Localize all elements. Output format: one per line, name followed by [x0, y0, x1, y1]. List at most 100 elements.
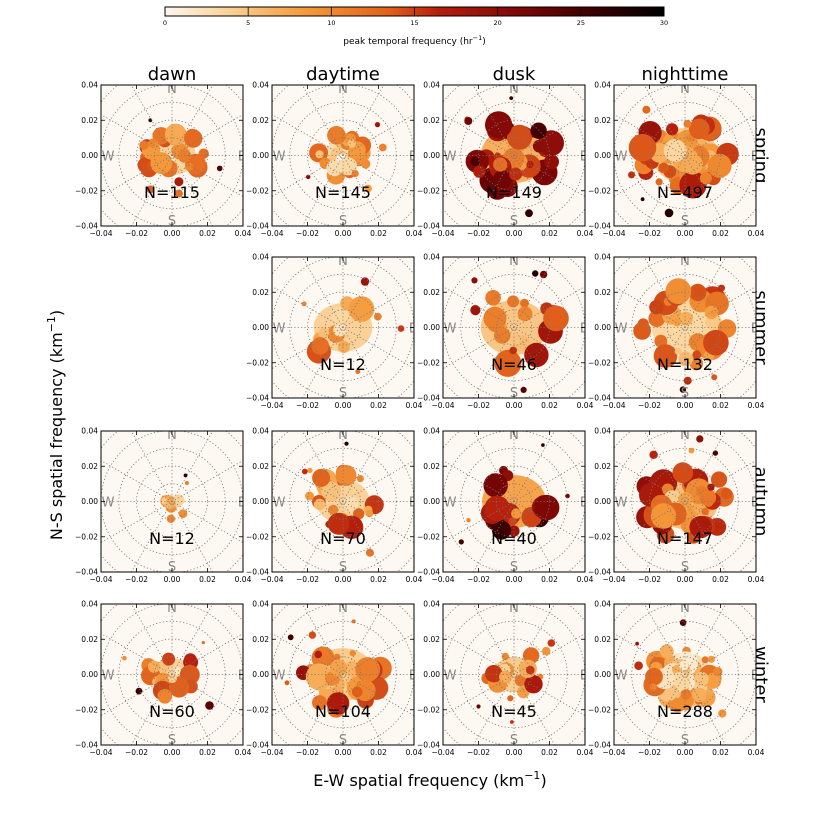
x-tick-label: 0.04 [577, 229, 594, 238]
scatter-point [153, 142, 160, 149]
panel-count-label: N=104 [315, 702, 371, 721]
y-tick-label: 0.04 [252, 81, 269, 90]
x-tick-label: −0.04 [603, 748, 626, 757]
compass-north-label: N [509, 428, 519, 443]
panel-count-label: N=497 [657, 183, 713, 202]
polar-grid-spoke [272, 460, 414, 543]
scatter-outlier [178, 509, 188, 519]
scatter-outlier [640, 197, 645, 202]
polar-grid-ring [649, 638, 721, 711]
x-tick-label: 0.00 [335, 748, 352, 757]
y-tick-label: −0.02 [588, 358, 611, 367]
polar-grid-spoke [101, 460, 243, 543]
x-tick-label: 0.04 [235, 229, 252, 238]
scatter-point [312, 468, 331, 487]
scatter-point [493, 157, 508, 172]
x-tick-label: −0.02 [296, 748, 319, 757]
compass-east-label: E [580, 322, 588, 337]
scatter-point [507, 124, 532, 150]
compass-west-label: W [102, 669, 115, 684]
y-tick-label: 0.04 [594, 81, 611, 90]
scatter-point [701, 507, 709, 516]
polar-grid-ring [478, 291, 550, 364]
panel-count-label: N=288 [657, 702, 713, 721]
panel-count-label: N=132 [657, 355, 713, 374]
scatter-point [509, 167, 523, 181]
y-tick-label: 0.04 [423, 427, 440, 436]
compass-north-label: N [509, 82, 519, 97]
scatter-point [494, 327, 511, 344]
scatter-outlier [642, 105, 651, 114]
polar-grid-ring [307, 119, 379, 192]
polar-grid-spoke [272, 114, 414, 197]
scatter-point [650, 503, 677, 529]
scatter-point [526, 665, 535, 675]
y-tick-label: −0.04 [246, 568, 269, 577]
y-tick-label: −0.02 [588, 186, 611, 195]
scatter-point [683, 119, 692, 128]
polar-grid-ring [307, 638, 379, 711]
compass-west-label: W [444, 322, 457, 337]
y-tick-label: 0.00 [594, 151, 611, 160]
y-tick-label: 0.04 [81, 427, 98, 436]
scatter-point [347, 139, 357, 148]
compass-east-label: E [751, 496, 759, 511]
polar-grid-ring [136, 119, 208, 192]
compass-east-label: E [751, 669, 759, 684]
y-tick-label: −0.04 [75, 222, 98, 231]
scatter-outlier [635, 641, 639, 646]
y-tick-label: −0.02 [588, 705, 611, 714]
panel-winter-daytime: N S W E N=104 −0.04−0.04 −0.02 −0.02 0.00 0.00 0.0… [246, 600, 423, 758]
panel-count-label: N=60 [149, 702, 195, 721]
compass-east-label: E [409, 496, 417, 511]
y-tick-label: 0.02 [423, 635, 440, 644]
scatter-outlier [510, 720, 514, 724]
scatter-point [501, 652, 509, 661]
scatter-point [514, 674, 527, 687]
compass-south-label: S [168, 214, 176, 229]
x-tick-label: 0.00 [164, 229, 181, 238]
scatter-outlier [301, 468, 308, 475]
y-tick-label: 0.02 [81, 116, 98, 125]
scatter-outlier [284, 680, 290, 686]
scatter-point [318, 327, 330, 339]
y-tick-label: −0.04 [75, 568, 98, 577]
scatter-point [483, 306, 507, 330]
scatter-outlier [634, 661, 643, 670]
scatter-outlier [184, 481, 189, 485]
x-tick-label: 0.02 [199, 575, 216, 584]
scatter-outlier [287, 634, 294, 641]
x-tick-label: −0.02 [296, 229, 319, 238]
polar-grid-spoke [101, 633, 243, 716]
y-tick-label: 0.02 [423, 462, 440, 471]
y-tick-label: 0.00 [423, 151, 440, 160]
y-tick-label: 0.04 [594, 427, 611, 436]
scatter-outlier [175, 189, 183, 198]
scatter-point [533, 126, 546, 139]
scatter-point [520, 298, 529, 308]
y-tick-label: −0.02 [417, 186, 440, 195]
x-tick-label: 0.04 [577, 575, 594, 584]
x-tick-label: 0.04 [577, 401, 594, 410]
scatter-point [710, 471, 728, 488]
x-tick-label: −0.04 [90, 575, 113, 584]
x-tick-label: 0.04 [406, 401, 423, 410]
panel-autumn-nighttime: N S W E N=147 −0.04−0.04 −0.02 −0.02 0.00 0.00 0.0… [588, 427, 765, 585]
y-tick-label: 0.04 [252, 600, 269, 609]
scatter-outlier [344, 441, 349, 446]
y-tick-label: −0.02 [75, 186, 98, 195]
compass-east-label: E [751, 322, 759, 337]
polar-grid-ring [118, 447, 226, 556]
scatter-point [184, 129, 203, 148]
scatter-point [326, 692, 350, 715]
scatter-point [501, 675, 509, 682]
compass-south-label: S [510, 560, 518, 575]
scatter-point [649, 683, 657, 691]
scatter-point [349, 650, 356, 657]
compass-south-label: S [168, 560, 176, 575]
scatter-point [314, 650, 323, 659]
scatter-point [174, 177, 184, 187]
compass-north-label: N [680, 428, 690, 443]
scatter-point [473, 165, 486, 178]
scatter-point [666, 123, 679, 136]
